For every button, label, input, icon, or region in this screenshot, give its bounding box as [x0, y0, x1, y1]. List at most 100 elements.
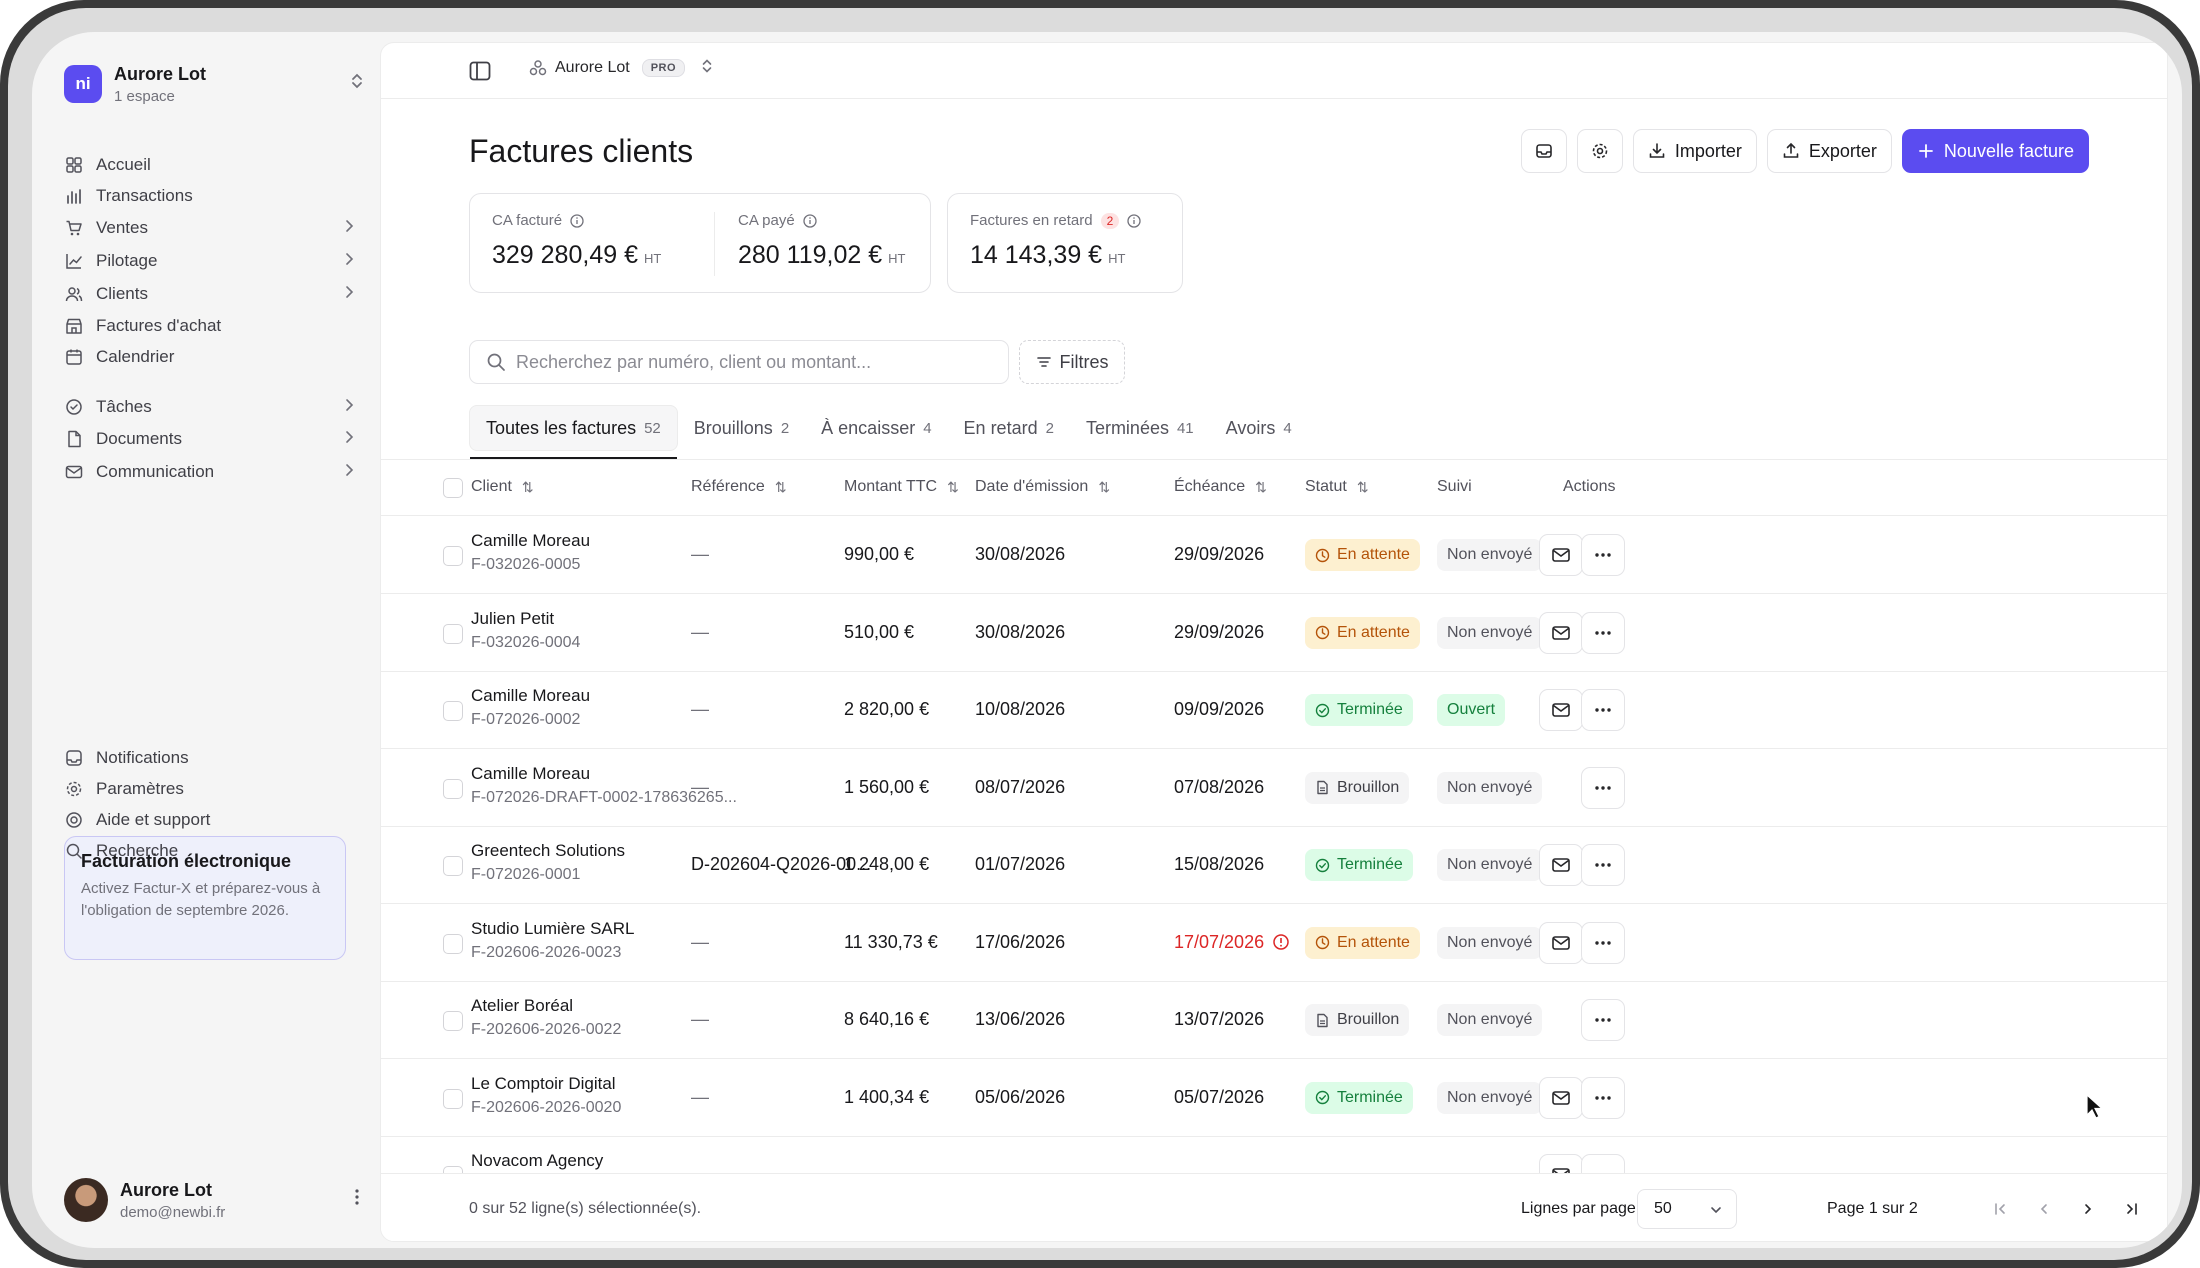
- client-cell: Atelier Boréal F-202606-2026-0022: [471, 996, 621, 1039]
- send-email-button[interactable]: [1539, 689, 1583, 731]
- next-page-button[interactable]: [2071, 1192, 2105, 1226]
- filter-lines-icon: [1036, 354, 1052, 370]
- inbox-button[interactable]: [1520, 129, 1567, 173]
- sidebar-item-recherche[interactable]: Recherche: [64, 833, 354, 869]
- new-invoice-button[interactable]: Nouvelle facture: [1901, 129, 2089, 173]
- chevron-right-icon: [344, 285, 354, 304]
- info-icon[interactable]: [803, 213, 817, 228]
- send-email-button[interactable]: [1539, 611, 1583, 654]
- tab--encaisser[interactable]: À encaisser 4: [805, 405, 947, 451]
- settings-button[interactable]: [1576, 129, 1623, 173]
- sidebar-item-aide-et-support[interactable]: Aide et support: [64, 802, 354, 838]
- more-actions-button[interactable]: [1581, 766, 1625, 809]
- table-row[interactable]: Julien Petit F-032026-0004 — 510,00 € 30/08/…: [381, 595, 2167, 672]
- last-page-button[interactable]: [2115, 1192, 2149, 1226]
- sidebar-toggle-icon[interactable]: [469, 61, 491, 81]
- tab-termin-es[interactable]: Terminées 41: [1070, 405, 1210, 451]
- more-vertical-icon[interactable]: [354, 1188, 360, 1211]
- export-button[interactable]: Exporter: [1766, 129, 1892, 173]
- more-actions-button[interactable]: [1581, 689, 1625, 731]
- user-menu[interactable]: Aurore Lot demo@newbi.fr: [64, 1176, 364, 1224]
- sidebar-item-factures-d-achat[interactable]: Factures d'achat: [64, 308, 354, 344]
- column-status[interactable]: Statut ⇅: [1305, 478, 1369, 495]
- kpi-paid: CA payé 280 119,02 € HT: [738, 212, 905, 270]
- chevron-right-icon: [344, 252, 354, 271]
- sidebar-item-documents[interactable]: Documents: [64, 421, 354, 457]
- sidebar-item-calendrier[interactable]: Calendrier: [64, 339, 354, 375]
- sidebar-item-communication[interactable]: Communication: [64, 454, 354, 490]
- invoice-number: F-072026-0001: [471, 866, 581, 883]
- due-date-cell: 09/09/2026: [1174, 699, 1265, 719]
- tracking-badge: Non envoyé: [1437, 926, 1543, 959]
- info-icon[interactable]: [1127, 213, 1141, 228]
- sidebar-item-transactions[interactable]: Transactions: [64, 178, 354, 214]
- more-actions-button[interactable]: [1581, 611, 1625, 654]
- row-checkbox[interactable]: [443, 933, 463, 954]
- column-due-date[interactable]: Échéance ⇅: [1174, 478, 1267, 495]
- first-page-button[interactable]: [1983, 1192, 2017, 1226]
- send-email-button[interactable]: [1539, 534, 1583, 576]
- row-checkbox[interactable]: [443, 546, 463, 566]
- table-row[interactable]: Camille Moreau F-072026-DRAFT-0002-178636…: [381, 750, 2167, 827]
- tab-en-retard[interactable]: En retard 2: [948, 405, 1070, 451]
- row-checkbox[interactable]: [443, 1011, 463, 1031]
- row-checkbox[interactable]: [443, 623, 463, 644]
- column-client[interactable]: Client ⇅: [471, 478, 534, 495]
- more-actions-button[interactable]: [1581, 844, 1625, 886]
- row-checkbox[interactable]: [443, 701, 463, 721]
- tracking-badge: Non envoyé: [1437, 616, 1543, 649]
- info-icon[interactable]: [570, 213, 584, 228]
- table-row[interactable]: Camille Moreau F-032026-0005 — 990,00 € 30/0…: [381, 517, 2167, 594]
- table-row[interactable]: Le Comptoir Digital F-202606-2026-0020 — 1 …: [381, 1060, 2167, 1137]
- table-row[interactable]: Camille Moreau F-072026-0002 — 2 820,00 € 10…: [381, 672, 2167, 749]
- cart-icon: [64, 218, 84, 238]
- status-label: Terminée: [1337, 1088, 1403, 1106]
- tab-toutes-les-factures[interactable]: Toutes les factures 52: [469, 405, 678, 459]
- select-all-checkbox[interactable]: [443, 478, 463, 498]
- import-button[interactable]: Importer: [1632, 129, 1757, 173]
- status-badge: En attente: [1305, 539, 1420, 571]
- table-row[interactable]: Studio Lumière SARL F-202606-2026-0023 — 11…: [381, 905, 2167, 982]
- column-reference[interactable]: Référence ⇅: [691, 478, 787, 495]
- row-checkbox[interactable]: [443, 856, 463, 876]
- more-actions-button[interactable]: [1581, 921, 1625, 964]
- rows-per-page-value: 50: [1654, 1200, 1672, 1217]
- filters-button[interactable]: Filtres: [1019, 340, 1125, 384]
- send-email-button[interactable]: [1539, 844, 1583, 886]
- sidebar-item-notifications[interactable]: Notifications: [64, 740, 354, 776]
- more-actions-button[interactable]: [1581, 1076, 1625, 1119]
- column-amount[interactable]: Montant TTC ⇅: [844, 478, 959, 495]
- workspace-switcher[interactable]: ni Aurore Lot 1 espace: [64, 60, 364, 108]
- send-email-button[interactable]: [1539, 921, 1583, 964]
- tracking-badge: Non envoyé: [1437, 849, 1543, 881]
- sidebar-item-accueil[interactable]: Accueil: [64, 147, 354, 183]
- prev-page-button[interactable]: [2027, 1192, 2061, 1226]
- sidebar-item-param-tres[interactable]: Paramètres: [64, 771, 354, 807]
- table-row[interactable]: Greentech Solutions F-072026-0001 D-202604…: [381, 827, 2167, 904]
- row-checkbox[interactable]: [443, 778, 463, 799]
- more-actions-button[interactable]: [1581, 999, 1625, 1041]
- sidebar-item-clients[interactable]: Clients: [64, 276, 354, 312]
- header-actions: Importer Exporter Nouvelle facture: [1520, 129, 2089, 173]
- column-issue-date[interactable]: Date d'émission ⇅: [975, 478, 1111, 495]
- rows-per-page-select[interactable]: 50: [1637, 1189, 1737, 1229]
- table-row[interactable]: Atelier Boréal F-202606-2026-0022 — 8 640,1…: [381, 982, 2167, 1059]
- send-email-button[interactable]: [1539, 1076, 1583, 1119]
- search-input[interactable]: [516, 351, 986, 373]
- status-label: Brouillon: [1337, 778, 1400, 796]
- more-actions-button[interactable]: [1581, 534, 1625, 576]
- tab-brouillons[interactable]: Brouillons 2: [678, 405, 805, 451]
- client-cell: Studio Lumière SARL F-202606-2026-0023: [471, 919, 634, 962]
- sort-icon: ⇅: [1098, 478, 1111, 495]
- row-checkbox[interactable]: [443, 1088, 463, 1109]
- sidebar-item-pilotage[interactable]: Pilotage: [64, 243, 354, 279]
- e-invoicing-promo[interactable]: Facturation électronique Activez Factur-…: [64, 836, 346, 960]
- invoice-number: F-202606-2026-0020: [471, 1098, 622, 1116]
- sidebar-item-t-ches[interactable]: Tâches: [64, 389, 354, 425]
- page-title: Factures clients: [469, 133, 694, 169]
- tab-avoirs[interactable]: Avoirs 4: [1210, 405, 1308, 451]
- org-switcher[interactable]: Aurore Lot PRO: [529, 58, 713, 77]
- tracking-badge: Non envoyé: [1437, 1004, 1543, 1036]
- sidebar-item-ventes[interactable]: Ventes: [64, 210, 354, 246]
- kpi-label: Factures en retard: [970, 212, 1093, 229]
